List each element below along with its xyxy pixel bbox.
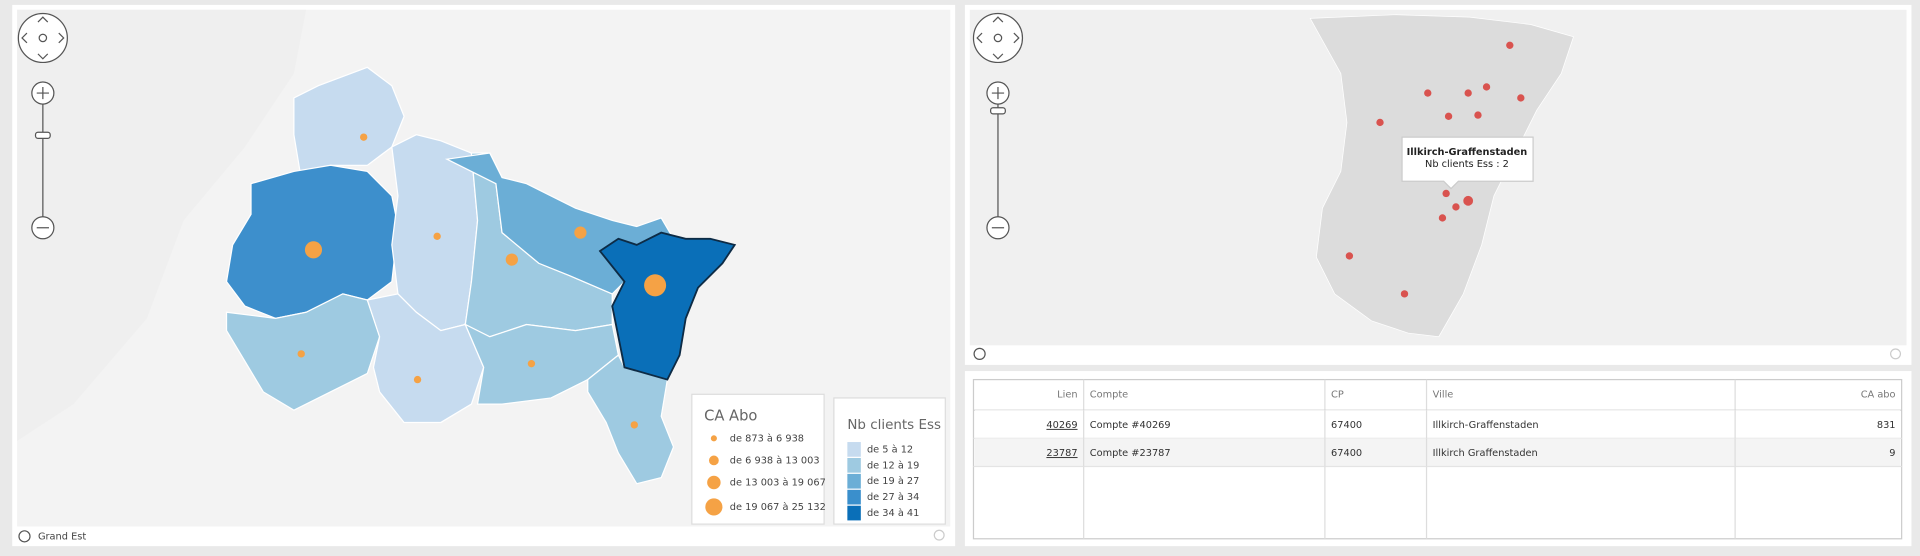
table-cell: 831 [1877, 420, 1896, 431]
column-header: Ville [1433, 389, 1454, 400]
point [1438, 214, 1447, 222]
point [1444, 112, 1453, 121]
point [1345, 252, 1354, 260]
point [1464, 89, 1472, 97]
bubble [574, 226, 587, 239]
point [1474, 111, 1482, 119]
legend-item: de 6 938 à 13 003 [730, 454, 820, 466]
table-cell: 67400 [1331, 420, 1362, 431]
row-link[interactable]: 40269 [1046, 420, 1077, 431]
tooltip [1401, 136, 1534, 190]
corner-icon [1890, 348, 1902, 360]
bubble [505, 253, 518, 266]
table-row [974, 438, 1901, 467]
legend-item: de 12 à 19 [867, 459, 919, 471]
legend-swatch [847, 442, 861, 457]
legend-symbol [708, 455, 719, 466]
region-selected[interactable] [598, 231, 737, 381]
table-cell: Compte #23787 [1090, 448, 1171, 459]
bubble [527, 360, 536, 368]
column-header: Compte [1090, 389, 1128, 400]
point[interactable] [1463, 195, 1474, 206]
legend-item: de 27 à 34 [867, 491, 919, 503]
legend-title: Nb clients Ess [847, 418, 941, 433]
table-cell: 67400 [1331, 448, 1362, 459]
pan-center [38, 33, 48, 43]
column-header: Lien [1057, 389, 1077, 400]
legend-item: de 34 à 41 [867, 507, 919, 519]
table-cell: Illkirch Graffenstaden [1433, 448, 1538, 459]
bubble [433, 232, 441, 241]
legend-swatch [847, 457, 861, 473]
plus-icon [991, 86, 1005, 100]
pan-button[interactable] [972, 12, 1024, 64]
table-row [974, 410, 1901, 439]
legend-item: de 19 067 à 25 132 [730, 501, 826, 513]
column-header: CA abo [1861, 389, 1896, 400]
nav-control[interactable] [17, 12, 68, 64]
map-terrain [17, 9, 307, 441]
points [1345, 41, 1525, 298]
point [1482, 83, 1491, 91]
zoom-slider[interactable] [990, 107, 1006, 115]
legend-symbol [705, 498, 723, 516]
zoom-slider[interactable] [34, 131, 51, 139]
legend-item: de 5 à 12 [867, 443, 913, 455]
bubble [644, 274, 667, 297]
legend-swatch [847, 505, 861, 521]
corner-icon [933, 529, 945, 541]
pan-arrows [21, 16, 65, 60]
bubble [630, 421, 638, 429]
legend-symbol [710, 435, 717, 442]
legend-item: de 19 à 27 [867, 475, 919, 487]
bubble [297, 350, 305, 358]
bubble [304, 241, 323, 259]
bubble [413, 375, 422, 384]
bubbles [297, 133, 667, 429]
point [1400, 290, 1409, 298]
refresh-icon[interactable] [18, 530, 31, 543]
point [1424, 89, 1432, 97]
legend-item: de 873 à 6 938 [730, 432, 804, 444]
location-label: Grand Est [38, 531, 86, 542]
legend-symbol [707, 475, 721, 490]
table-cell: 9 [1889, 448, 1895, 459]
tooltip-title: Illkirch-Graffenstaden [1407, 147, 1528, 158]
table-cell: Compte #40269 [1090, 420, 1171, 431]
tooltip-text: Nb clients Ess : 2 [1425, 159, 1509, 170]
legend-swatch [847, 489, 861, 505]
column-header: CP [1331, 389, 1344, 400]
table-cell: Illkirch-Graffenstaden [1433, 420, 1539, 431]
refresh-icon[interactable] [973, 347, 986, 361]
point [1506, 41, 1514, 49]
point [1376, 118, 1384, 127]
pan-center [993, 33, 1003, 43]
pan-button[interactable] [17, 12, 68, 64]
legend-swatch [847, 473, 861, 489]
row-link[interactable]: 23787 [1046, 448, 1077, 459]
legend-title: CA Abo [704, 407, 757, 424]
point [1452, 203, 1460, 211]
region [366, 293, 485, 424]
point [1517, 94, 1525, 102]
bubble [360, 133, 368, 141]
pan-arrows [976, 16, 1020, 60]
point [1442, 189, 1450, 198]
plus-icon [36, 86, 49, 100]
legend-item: de 13 003 à 19 067 [730, 476, 826, 488]
